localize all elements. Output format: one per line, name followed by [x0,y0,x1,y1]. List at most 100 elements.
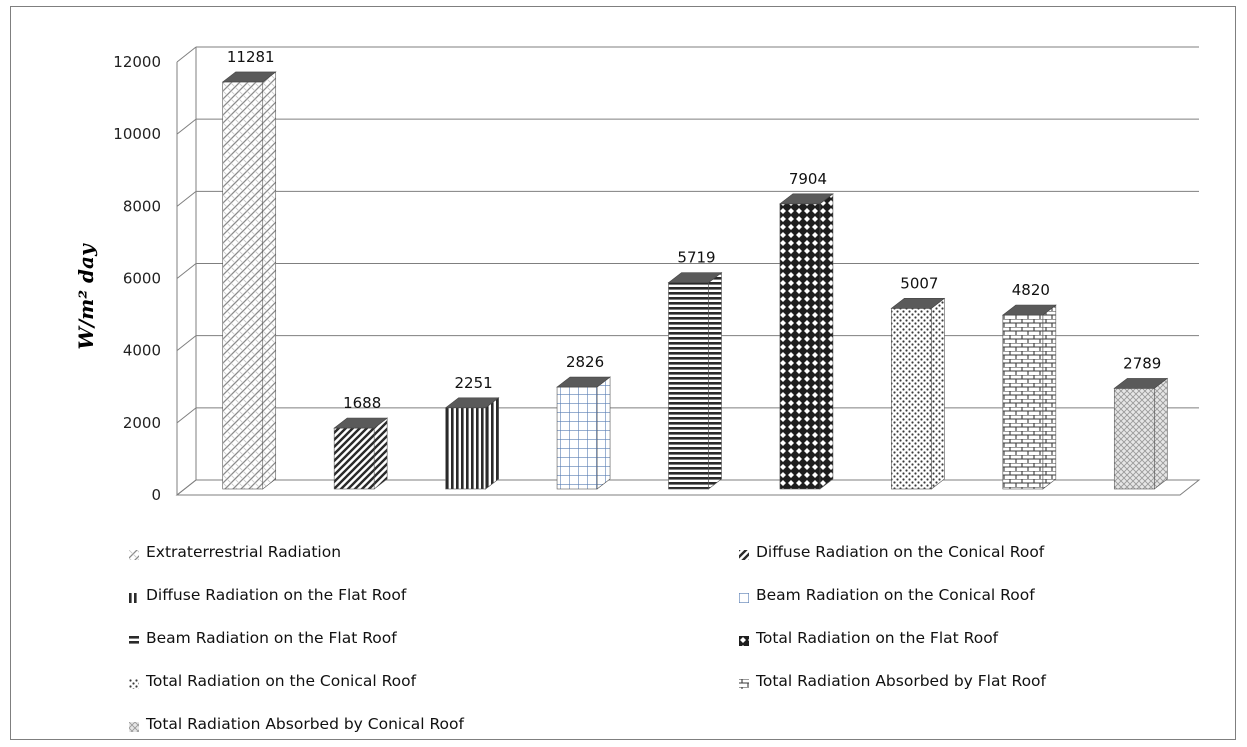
legend-item: Extraterrestrial Radiation [129,543,341,561]
legend-label: Extraterrestrial Radiation [146,543,342,561]
legend-swatch-pattern [739,679,749,689]
bar-front [1113,388,1155,490]
legend-swatch [739,589,751,603]
legend-label: Diffuse Radiation on the Flat Roof [146,586,407,604]
bar-front [556,386,598,490]
legend-swatch-pattern [129,593,139,603]
bar-front [333,427,375,490]
bar-side [708,272,722,490]
data-label: 5719 [677,249,715,267]
gridline-side [176,118,197,135]
legend-item: Beam Radiation on the Conical Roof [739,586,1035,604]
bar-top [890,298,946,309]
bar-top [1113,378,1169,389]
legend-swatch-pattern [129,550,139,560]
legend-swatch-pattern [739,550,749,560]
y-tick-label: 2000 [123,414,161,432]
bar [779,193,834,490]
bar [1113,377,1169,490]
gridline-side [176,263,197,279]
bar-top [444,397,500,409]
bar [221,71,277,490]
bar [667,272,723,490]
y-axis-ticks: 0 2000 4000 6000 8000 10000 12000 [113,53,161,504]
bar-front [891,308,932,490]
bar-top [556,376,611,388]
bar [890,297,946,490]
bar-side [373,417,388,490]
legend-label: Beam Radiation on the Flat Roof [146,629,397,647]
legend-swatch-fill [739,550,749,560]
data-label: 11281 [227,48,275,66]
bar-side [819,193,834,490]
gridline-side [176,335,197,352]
legend-swatch-pattern [129,722,139,732]
y-tick-label: 8000 [123,197,161,215]
legend-swatch-pattern [739,636,749,646]
bar-side [596,376,611,490]
legend-swatch-fill [129,722,139,732]
data-label: 4820 [1012,281,1050,299]
legend-swatch [739,546,751,560]
legend-swatch-fill [129,679,139,689]
bar [556,376,611,490]
legend-item: Total Radiation Absorbed by Flat Roof [739,672,1046,690]
data-label: 2789 [1123,354,1161,372]
legend-label: Beam Radiation on the Conical Roof [756,586,1035,604]
bar-front [445,407,486,490]
legend-swatch-fill [129,636,139,646]
data-label: 2251 [455,374,493,392]
y-tick-label: 10000 [113,125,161,143]
legend-swatch [129,632,141,646]
bar-top [221,71,277,83]
y-axis-label: W/m² day [74,243,98,350]
legend-swatch-fill [739,636,749,646]
bars [221,71,1169,490]
gridline-side [176,46,197,63]
legend-swatch-pattern [129,636,139,646]
bar [444,397,500,490]
y-tick-label: 12000 [113,53,161,71]
legend-swatch [739,632,751,646]
legend-label: Diffuse Radiation on the Conical Roof [756,543,1045,561]
legend-swatch-pattern [129,679,139,689]
y-tick-label: 6000 [123,270,161,288]
bar-side [1042,304,1057,490]
legend-swatch [129,546,141,560]
bar-side [485,397,499,490]
data-label: 5007 [900,274,938,292]
y-tick-label: 4000 [123,342,161,360]
legend-swatch [129,718,141,732]
legend-item: Total Radiation on the Conical Roof [129,672,416,690]
legend-swatch [739,675,751,689]
legend-item: Total Radiation on the Flat Roof [739,629,998,647]
bar-side [262,71,277,490]
legend-item: Total Radiation Absorbed by Conical Roof [129,715,464,733]
bar-front [668,282,709,490]
bar-front [779,203,821,490]
data-label: 2826 [566,353,604,371]
bar [1001,304,1057,490]
bar-front [222,81,264,490]
legend-label: Total Radiation Absorbed by Flat Roof [756,672,1046,690]
legend-item: Diffuse Radiation on the Flat Roof [129,586,406,604]
chart-floor [175,479,1201,496]
bar-side [931,297,945,490]
data-label: 1688 [343,394,381,412]
legend-label: Total Radiation Absorbed by Conical Roof [146,715,464,733]
legend-swatch-fill [129,593,139,603]
legend-swatch [129,589,141,603]
legend-label: Total Radiation on the Conical Roof [146,672,417,690]
legend-swatch-fill [739,679,749,689]
y-tick-label: 0 [151,486,161,504]
bar-side [1153,377,1168,490]
bar-front [1002,314,1044,490]
legend-item: Diffuse Radiation on the Conical Roof [739,543,1044,561]
data-labels: 11281 1688 2251 2826 5719 7904 5007 4820 2789 [227,48,1162,412]
bar-top [667,272,723,283]
legend: Extraterrestrial Radiation Diffuse Radiat… [129,543,1229,738]
bar-chart: 0 2000 4000 6000 8000 10000 12000 11281 1688 225… [74,46,1201,504]
legend-item: Beam Radiation on the Flat Roof [129,629,397,647]
bar-top [779,193,834,205]
legend-label: Total Radiation on the Flat Roof [756,629,999,647]
